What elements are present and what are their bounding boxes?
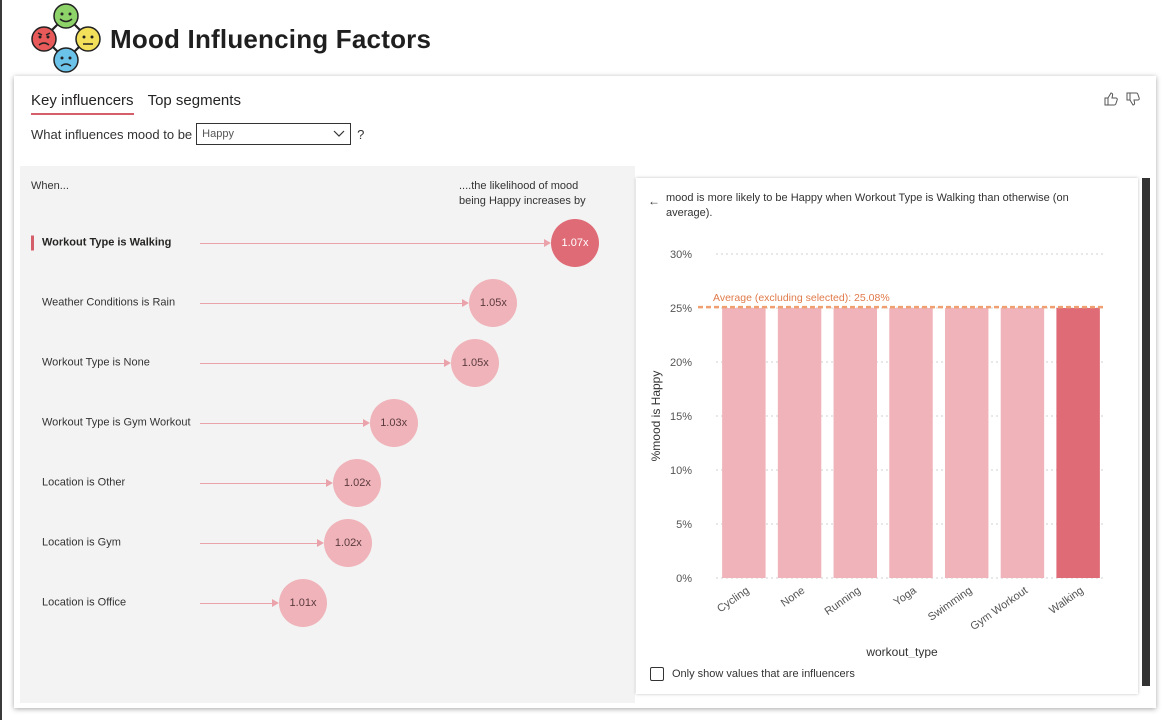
influencer-label: Workout Type is Walking — [42, 236, 172, 249]
influencers-only-checkbox[interactable] — [650, 667, 664, 681]
bar — [889, 308, 933, 578]
tab-key-influencers[interactable]: Key influencers — [31, 92, 134, 115]
mood-value-dropdown[interactable]: Happy — [196, 123, 352, 145]
influencer-row[interactable]: Location is Office 1.01x — [20, 578, 635, 628]
arrow-head-icon — [362, 419, 370, 427]
y-tick-label: 15% — [670, 411, 692, 423]
thumbs-up-icon[interactable] — [1104, 92, 1118, 106]
likelihood-column-header: ....the likelihood of mood being Happy i… — [459, 180, 586, 207]
arrow-head-icon — [444, 359, 452, 367]
influencers-panel: When... ....the likelihood of mood being… — [20, 166, 635, 703]
x-tick-label: Running — [823, 585, 863, 618]
influencer-line — [200, 363, 446, 364]
question-row: What influences mood to be Happy ? — [31, 122, 364, 146]
influencer-line — [200, 243, 545, 244]
y-tick-label: 0% — [676, 573, 692, 585]
y-tick-label: 5% — [676, 519, 692, 531]
detail-panel: ← mood is more likely to be Happy when W… — [636, 178, 1138, 694]
bar — [1000, 308, 1045, 578]
arrow-head-icon — [326, 479, 334, 487]
influence-bubble: 1.05x — [451, 339, 500, 387]
influencers-only-option: Only show values that are influencers — [650, 667, 855, 681]
workout-type-bar-chart: 0% 5% 10% 15% 20% 25% 30% Cycling None Running Yog… — [649, 249, 1106, 658]
y-tick-label: 20% — [670, 357, 692, 369]
x-tick-label: Swimming — [926, 585, 974, 624]
influencer-label: Workout Type is Gym Workout — [42, 416, 191, 429]
influencer-label: Workout Type is None — [42, 356, 150, 369]
influencer-row[interactable]: Location is Gym 1.02x — [20, 518, 635, 568]
bar — [777, 308, 822, 578]
dropdown-selected-value: Happy — [202, 128, 234, 140]
influence-bubble: 1.07x — [551, 219, 599, 267]
mood-faces-logo — [31, 3, 101, 73]
bar — [833, 308, 878, 578]
question-suffix: ? — [357, 126, 365, 142]
influencer-line — [200, 483, 328, 484]
influencer-row[interactable]: Workout Type is None 1.05x — [20, 338, 635, 388]
bar — [722, 308, 766, 578]
question-prefix: What influences mood to be — [31, 126, 193, 142]
influence-bubble: 1.01x — [279, 579, 327, 627]
x-tick-label: Cycling — [715, 585, 751, 616]
influencer-label: Location is Other — [42, 476, 126, 489]
x-tick-label: Walking — [1047, 585, 1086, 617]
influencer-line — [200, 303, 464, 304]
y-tick-label: 25% — [670, 303, 692, 315]
app-title: Mood Influencing Factors — [110, 24, 432, 54]
influencer-line — [200, 543, 319, 544]
x-axis-title: workout_type — [865, 645, 938, 658]
bar — [944, 308, 989, 578]
bar — [1056, 308, 1100, 578]
influencer-line — [200, 423, 364, 424]
detail-scrollbar[interactable] — [1142, 178, 1150, 686]
influencer-line — [200, 603, 273, 604]
influence-bubble: 1.05x — [469, 279, 518, 327]
chevron-down-icon — [333, 130, 345, 137]
influencer-row[interactable]: Workout Type is Gym Workout 1.03x — [20, 398, 635, 448]
checkbox-label: Only show values that are influencers — [672, 668, 855, 680]
feedback-icons — [1104, 92, 1140, 106]
page-left-border — [0, 0, 2, 720]
key-influencers-visual: Key influencers Top segments What influe… — [14, 76, 1156, 708]
influence-bubble: 1.03x — [369, 399, 418, 447]
arrow-head-icon — [317, 539, 325, 547]
y-tick-label: 30% — [670, 249, 692, 261]
y-axis-title: %mood is Happy — [649, 371, 663, 462]
thumbs-down-icon[interactable] — [1126, 92, 1140, 106]
x-tick-label: Yoga — [892, 584, 920, 608]
influence-bubble: 1.02x — [324, 519, 373, 567]
average-line-label: Average (excluding selected): 25.08% — [713, 292, 890, 304]
x-tick-label: Gym Workout — [968, 585, 1030, 633]
arrow-head-icon — [462, 299, 470, 307]
detail-explanation: mood is more likely to be Happy when Wor… — [666, 192, 1069, 219]
influence-bubble: 1.02x — [333, 459, 382, 507]
selected-indicator — [31, 235, 34, 251]
influencer-row[interactable]: Weather Conditions is Rain 1.05x — [20, 278, 635, 328]
tab-bar: Key influencers Top segments — [31, 92, 241, 115]
x-tick-label: None — [779, 585, 807, 610]
influencer-label: Location is Gym — [42, 536, 121, 549]
influencer-row[interactable]: Workout Type is Walking 1.07x — [20, 218, 635, 268]
y-tick-label: 10% — [670, 465, 692, 477]
arrow-head-icon — [272, 599, 279, 607]
influencer-row[interactable]: Location is Other 1.02x — [20, 458, 635, 508]
when-column-header: When... — [31, 180, 69, 192]
influencer-label: Weather Conditions is Rain — [42, 296, 176, 309]
arrow-head-icon — [544, 239, 551, 247]
tab-top-segments[interactable]: Top segments — [147, 92, 241, 109]
influencer-label: Location is Office — [42, 596, 127, 609]
back-arrow-icon[interactable]: ← — [648, 194, 660, 208]
